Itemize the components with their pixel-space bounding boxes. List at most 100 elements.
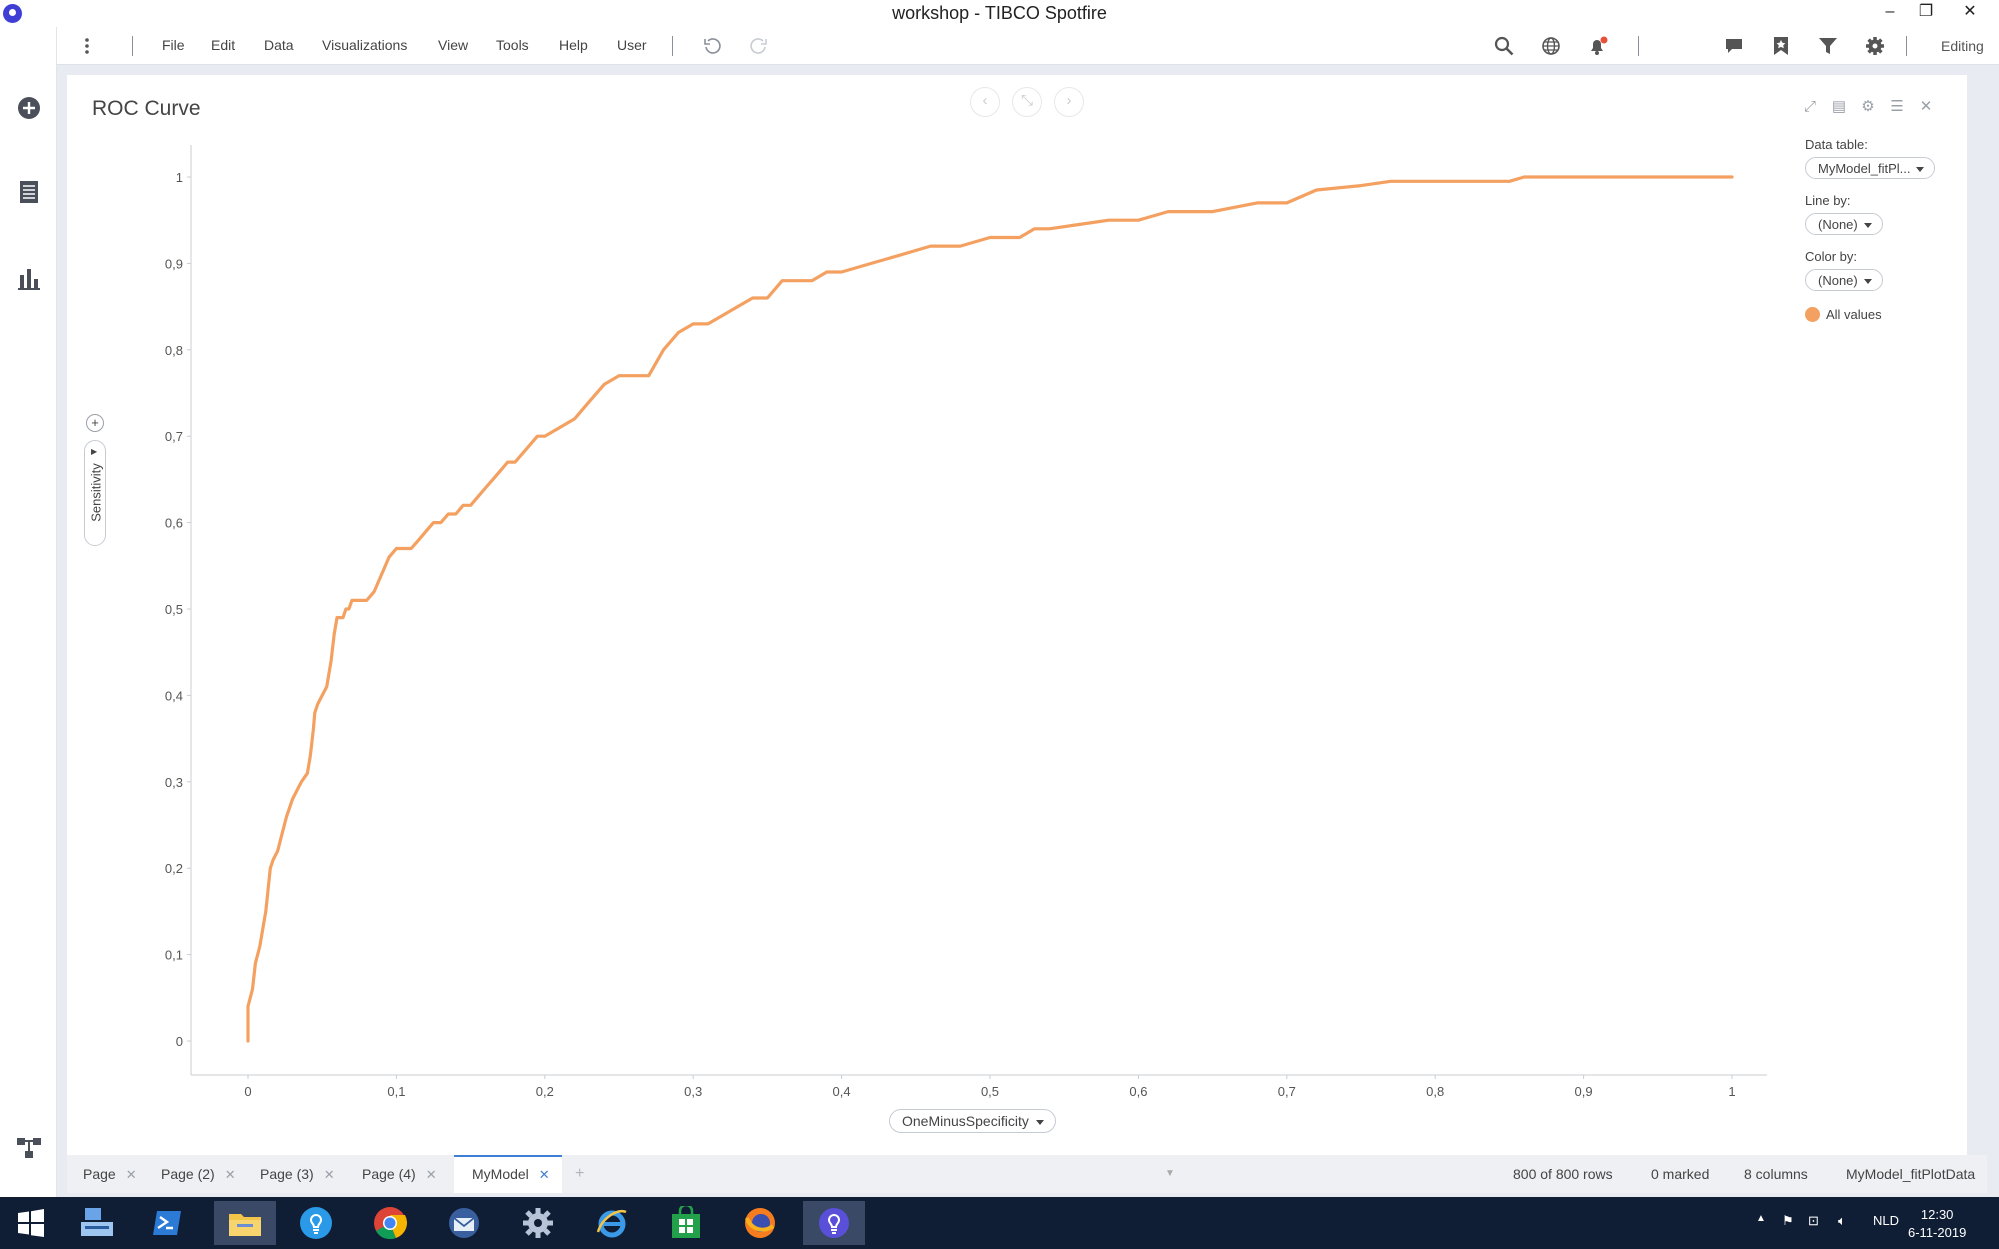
- powershell-icon[interactable]: [136, 1201, 198, 1245]
- y-tick-label: 0,7: [165, 429, 183, 444]
- windows-start-icon[interactable]: [0, 1201, 62, 1245]
- page-tab-active[interactable]: MyModel ✕: [454, 1155, 562, 1193]
- menu-separator: [1638, 36, 1639, 56]
- legend-panel: Data table: MyModel_fitPl... Line by: (N…: [1805, 137, 1955, 322]
- close-tab-icon[interactable]: ✕: [425, 1167, 437, 1182]
- y-tick-label: 0,9: [165, 256, 183, 271]
- network-icon[interactable]: ⊡: [1808, 1213, 1819, 1228]
- data-flow-icon[interactable]: [14, 1133, 44, 1163]
- close-tab-icon[interactable]: ✕: [323, 1167, 335, 1182]
- roc-chart[interactable]: 0 0,1 0,2 0,3 0,4 0,5 0,6 0,7 0,8 0,9 1 0 0,1 0,2 0,3 0…: [67, 75, 1767, 1155]
- x-tick-label: 0,2: [536, 1084, 554, 1099]
- system-clock[interactable]: 12:30 6-11-2019: [1908, 1206, 1966, 1242]
- menu-visualizations[interactable]: Visualizations: [322, 37, 408, 53]
- restore-button[interactable]: ❐: [1918, 3, 1934, 20]
- close-window-button[interactable]: ✕: [1963, 3, 1977, 20]
- previous-visualization-icon[interactable]: ‹: [970, 87, 1000, 117]
- line-by-dropdown[interactable]: (None): [1805, 213, 1883, 235]
- action-center-flag-icon[interactable]: ⚑: [1782, 1213, 1794, 1228]
- mode-dropdown[interactable]: Editing: [1925, 33, 1999, 59]
- visualizations-icon[interactable]: [14, 263, 44, 293]
- page-tab[interactable]: Page (2) ✕: [145, 1155, 244, 1193]
- y-tick-label: 0,1: [165, 948, 183, 963]
- menu-bar: File Edit Data Visualizations View Tools…: [57, 27, 1999, 65]
- internet-explorer-icon[interactable]: [581, 1201, 643, 1245]
- menu-data[interactable]: Data: [264, 37, 294, 53]
- list-icon[interactable]: ☰: [1890, 98, 1904, 115]
- globe-icon[interactable]: [1538, 34, 1564, 58]
- redo-icon[interactable]: [746, 34, 772, 58]
- page-tab-label: Page (2): [161, 1166, 215, 1182]
- page-tab[interactable]: Page (3) ✕: [244, 1155, 346, 1193]
- chevron-right-icon: ▶: [91, 447, 98, 456]
- data-panel-icon[interactable]: [14, 177, 44, 207]
- file-explorer-icon[interactable]: [214, 1201, 276, 1245]
- spotfire-taskbar-icon[interactable]: [803, 1201, 865, 1245]
- page-tab-label: Page (4): [362, 1166, 416, 1182]
- close-tab-icon[interactable]: ✕: [125, 1167, 137, 1182]
- x-axis-selector[interactable]: OneMinusSpecificity: [889, 1109, 1056, 1133]
- more-options-icon[interactable]: [81, 34, 93, 58]
- legend-item[interactable]: All values: [1805, 307, 1955, 322]
- maximize-icon[interactable]: ⤢: [1803, 98, 1816, 115]
- properties-gear-icon[interactable]: ⚙: [1861, 98, 1875, 115]
- y-axis-selector[interactable]: ▶ Sensitivity: [84, 440, 106, 546]
- notifications-icon[interactable]: [1585, 34, 1611, 58]
- add-data-icon[interactable]: [14, 93, 44, 123]
- row-count: 800 of 800 rows: [1513, 1166, 1613, 1182]
- page-tab[interactable]: Page ✕: [67, 1155, 145, 1193]
- firefox-icon[interactable]: [729, 1201, 791, 1245]
- minimize-button[interactable]: –: [1885, 3, 1895, 20]
- data-table-dropdown[interactable]: MyModel_fitPl...: [1805, 157, 1936, 179]
- lightbulb-app-icon[interactable]: [285, 1201, 347, 1245]
- page-tab[interactable]: Page (4) ✕: [346, 1155, 448, 1193]
- x-tick-label: 0,5: [981, 1084, 999, 1099]
- chrome-icon[interactable]: [359, 1201, 421, 1245]
- viz-toolbar: ⤢ ▤ ⚙ ☰ ✕: [1792, 97, 1937, 116]
- legend-item-label: All values: [1826, 307, 1882, 322]
- x-tick-label: 0,1: [387, 1084, 405, 1099]
- tray-chevron-up-icon[interactable]: ▲: [1756, 1213, 1766, 1224]
- active-table-name[interactable]: MyModel_fitPlotData: [1846, 1166, 1976, 1182]
- title-bar: workshop - TIBCO Spotfire – ❐ ✕: [0, 0, 1999, 27]
- marked-count: 0 marked: [1651, 1166, 1710, 1182]
- status-filter-icon[interactable]: ▼: [1165, 1168, 1175, 1179]
- taskbar: ▲ ⚑ ⊡ 🔈︎ NLD 12:30 6-11-2019: [0, 1197, 1999, 1249]
- menu-user[interactable]: User: [617, 37, 647, 53]
- filter-icon[interactable]: [1815, 34, 1841, 58]
- visualization-title: ROC Curve: [92, 97, 201, 120]
- spotfire-logo-icon: [3, 4, 22, 23]
- settings-gear-icon[interactable]: [1862, 34, 1888, 58]
- y-tick-label: 0,5: [165, 602, 183, 617]
- color-by-dropdown[interactable]: (None): [1805, 269, 1883, 291]
- store-icon[interactable]: [655, 1201, 717, 1245]
- menu-view[interactable]: View: [438, 37, 469, 53]
- maximize-visualization-icon[interactable]: ⤡: [1012, 87, 1042, 117]
- volume-muted-icon[interactable]: 🔈︎: [1838, 1213, 1846, 1228]
- settings-app-icon[interactable]: [507, 1201, 569, 1245]
- undo-icon[interactable]: [699, 34, 725, 58]
- menu-help[interactable]: Help: [559, 37, 588, 53]
- mode-label: Editing: [1941, 38, 1984, 54]
- menu-tools[interactable]: Tools: [496, 37, 529, 53]
- menu-edit[interactable]: Edit: [211, 37, 236, 53]
- y-tick-label: 0,4: [165, 688, 183, 703]
- bookmarks-icon[interactable]: [1768, 34, 1794, 58]
- close-tab-icon[interactable]: ✕: [224, 1167, 236, 1182]
- add-y-axis-icon[interactable]: +: [86, 414, 104, 432]
- search-icon[interactable]: [1491, 34, 1517, 58]
- menu-file[interactable]: File: [162, 37, 185, 53]
- page-tab-label: MyModel: [472, 1166, 529, 1182]
- x-tick-label: 0,6: [1129, 1084, 1147, 1099]
- window-title: workshop - TIBCO Spotfire: [892, 3, 1107, 23]
- thunderbird-icon[interactable]: [433, 1201, 495, 1245]
- collaboration-icon[interactable]: [1721, 34, 1747, 58]
- close-visualization-icon[interactable]: ✕: [1919, 98, 1933, 115]
- x-tick-label: 0,7: [1278, 1084, 1296, 1099]
- language-indicator[interactable]: NLD: [1873, 1213, 1900, 1228]
- add-page-icon[interactable]: +: [575, 1165, 585, 1182]
- network-app-icon[interactable]: [66, 1201, 128, 1245]
- close-tab-icon[interactable]: ✕: [538, 1167, 550, 1182]
- details-icon[interactable]: ▤: [1831, 98, 1847, 115]
- next-visualization-icon[interactable]: ›: [1054, 87, 1084, 117]
